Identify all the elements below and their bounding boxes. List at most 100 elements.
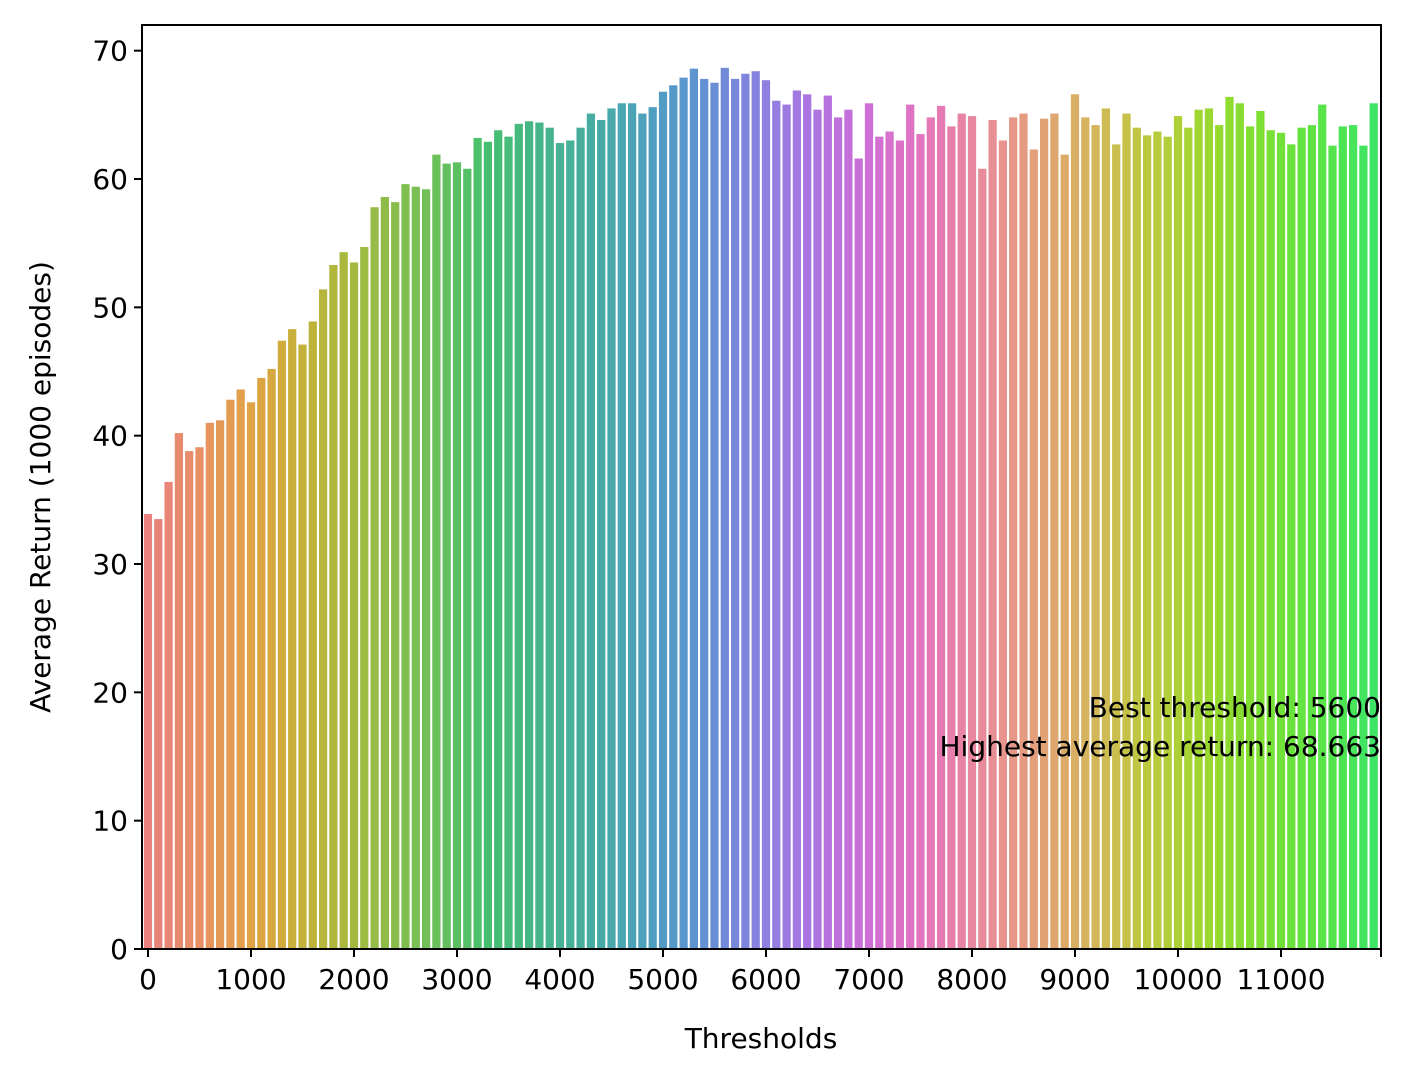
x-tick-label: 3000: [421, 963, 492, 996]
bar-10300: [1204, 108, 1214, 950]
bar-500: [195, 447, 204, 949]
bar-8600: [1029, 149, 1038, 950]
bar-7400: [906, 104, 915, 949]
bar-2200: [370, 207, 379, 950]
bar-10800: [1256, 110, 1265, 950]
bar-10600: [1235, 103, 1244, 949]
bar-6800: [844, 109, 853, 949]
bar-1100: [257, 377, 266, 949]
bar-11000: [1276, 132, 1286, 950]
bar-10200: [1194, 109, 1203, 949]
bar-9900: [1163, 136, 1172, 949]
bar-11800: [1359, 145, 1368, 949]
bar-11500: [1328, 145, 1337, 949]
bar-11900: [1369, 103, 1378, 949]
bar-6000: [761, 80, 771, 950]
x-tick-label: 5000: [627, 963, 698, 996]
bar-2500: [401, 184, 410, 949]
bar-5600: [720, 67, 729, 949]
y-axis-title: Average Return (1000 episodes): [24, 261, 57, 713]
y-tick-label: 0: [110, 933, 128, 966]
x-axis-ticks: 0 1000 2000 3000 4000 5000 6000 7000 8000 9000 100…: [139, 949, 1382, 996]
bar-10700: [1245, 126, 1255, 949]
y-tick-label: 60: [92, 163, 128, 196]
bar-2300: [380, 196, 390, 950]
bar-9100: [1081, 117, 1090, 949]
bar-8300: [998, 140, 1008, 949]
y-tick-label: 70: [92, 35, 128, 68]
bar-4100: [566, 140, 575, 949]
bar-5100: [669, 85, 678, 949]
bar-0: [143, 513, 153, 949]
bar-6700: [833, 117, 843, 949]
bar-1200: [267, 368, 276, 949]
bar-2800: [432, 154, 441, 949]
bar-10500: [1225, 96, 1234, 950]
bar-4200: [576, 127, 585, 950]
bar-4600: [617, 103, 626, 949]
bar-3900: [545, 127, 554, 950]
bar-7600: [926, 117, 935, 949]
x-tick-label: 8000: [936, 963, 1007, 996]
bar-5400: [700, 78, 709, 949]
bar-7700: [936, 105, 946, 950]
y-tick-label: 40: [92, 420, 128, 453]
bar-900: [236, 389, 245, 950]
x-tick-label: 9000: [1039, 963, 1110, 996]
bar-11400: [1318, 104, 1327, 949]
bar-2600: [411, 186, 420, 949]
bar-1000: [246, 402, 256, 949]
bar-4400: [597, 119, 606, 950]
bar-3000: [452, 162, 462, 949]
bar-9800: [1153, 131, 1162, 949]
bar-6600: [823, 95, 832, 949]
bar-400: [185, 451, 194, 949]
y-tick-label: 20: [92, 676, 128, 709]
bar-7500: [916, 134, 925, 949]
bar-5000: [658, 91, 668, 950]
bar-800: [226, 399, 235, 950]
bar-8800: [1050, 113, 1059, 950]
bar-10000: [1173, 116, 1183, 950]
bar-1300: [277, 340, 287, 949]
x-tick-label: 4000: [524, 963, 595, 996]
y-tick-label: 50: [92, 291, 128, 324]
x-tick-label: 2000: [318, 963, 389, 996]
bar-8900: [1060, 154, 1069, 949]
bar-5900: [751, 71, 760, 949]
bar-9200: [1091, 125, 1100, 950]
bar-3500: [504, 136, 513, 949]
bar-10400: [1215, 125, 1224, 950]
bar-4000: [555, 143, 565, 949]
y-tick-label: 30: [92, 548, 128, 581]
bar-10100: [1184, 127, 1193, 950]
bar-6900: [854, 158, 863, 950]
x-tick-label: 6000: [730, 963, 801, 996]
bar-5500: [710, 82, 719, 949]
bar-9700: [1142, 135, 1152, 949]
bar-6400: [803, 94, 812, 950]
bar-5200: [679, 77, 688, 950]
x-axis-title: Thresholds: [684, 1022, 838, 1055]
bar-100: [154, 519, 163, 949]
x-tick-label: 7000: [833, 963, 904, 996]
bar-2900: [442, 163, 451, 950]
bar-3800: [535, 122, 544, 949]
bar-6100: [772, 100, 781, 950]
annotation-highest-return: Highest average return: 68.663: [940, 730, 1382, 763]
bar-6300: [792, 90, 802, 949]
bar-300: [174, 433, 184, 950]
bar-9300: [1101, 108, 1111, 950]
bar-11100: [1287, 144, 1296, 950]
bar-3100: [463, 168, 472, 950]
bar-8400: [1009, 117, 1018, 949]
bar-9400: [1112, 144, 1121, 950]
bar-3700: [524, 121, 534, 949]
bar-1900: [339, 252, 348, 949]
bar-5300: [689, 68, 699, 949]
x-tick-label: 0: [139, 963, 157, 996]
bar-600: [205, 422, 214, 950]
bar-2100: [360, 247, 369, 949]
bar-7300: [895, 140, 905, 949]
bar-7100: [875, 136, 884, 949]
